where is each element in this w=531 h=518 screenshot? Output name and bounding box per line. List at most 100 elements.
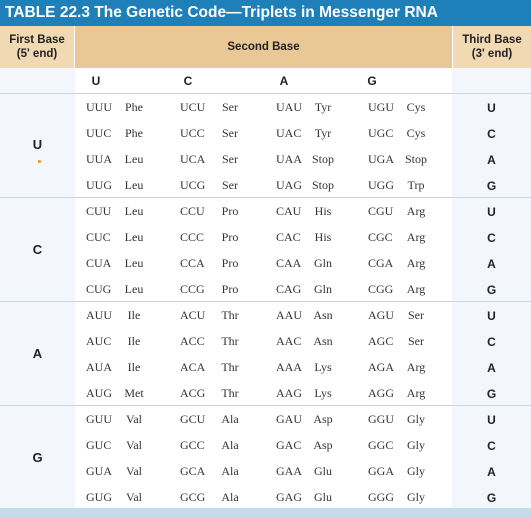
group-divider xyxy=(0,301,531,302)
amino-acid: His xyxy=(314,230,332,244)
amino-acid: Arg xyxy=(406,282,426,296)
third-base-header: Third Base (3' end) xyxy=(452,26,531,68)
third-base-u: U xyxy=(487,413,496,427)
codon: CUG xyxy=(86,282,112,296)
codon: GUG xyxy=(86,490,112,504)
codon: UCC xyxy=(180,126,205,140)
amino-acid: Asn xyxy=(313,308,333,322)
amino-acid: Ala xyxy=(221,412,239,426)
codon: GAG xyxy=(276,490,302,504)
third-base-u: U xyxy=(487,205,496,219)
group-divider xyxy=(0,93,531,94)
first-base-a: A xyxy=(32,346,43,361)
first-base-column xyxy=(0,68,75,508)
codon: GGG xyxy=(368,490,394,504)
amino-acid: Thr xyxy=(221,360,239,374)
amino-acid: Leu xyxy=(124,152,144,166)
second-base-g: G xyxy=(367,74,377,88)
codon: CCC xyxy=(180,230,205,244)
third-base-a: A xyxy=(487,465,496,479)
codon: CUU xyxy=(86,204,112,218)
codon: AAG xyxy=(276,386,302,400)
codon: GAA xyxy=(276,464,302,478)
codon: AAU xyxy=(276,308,302,322)
codon: GUU xyxy=(86,412,112,426)
amino-acid: Arg xyxy=(406,204,426,218)
amino-acid: Ser xyxy=(222,178,238,192)
amino-acid: Tyr xyxy=(314,126,332,140)
table-title: TABLE 22.3 The Genetic Code—Triplets in … xyxy=(0,0,531,26)
codon: GAC xyxy=(276,438,302,452)
amino-acid: Gly xyxy=(407,490,425,504)
second-base-header: Second Base xyxy=(75,26,452,68)
codon: CAA xyxy=(276,256,302,270)
amino-acid: Ile xyxy=(127,360,141,374)
first-base-header-label: First Base xyxy=(9,34,65,46)
second-base-row xyxy=(75,68,452,94)
codon: ACG xyxy=(180,386,206,400)
codon: UUA xyxy=(86,152,112,166)
codon: UUC xyxy=(86,126,112,140)
amino-acid: Pro xyxy=(221,204,239,218)
codon: GCU xyxy=(180,412,206,426)
codon: CCA xyxy=(180,256,205,270)
first-base-header-sub: (5' end) xyxy=(16,48,58,60)
third-base-u: U xyxy=(487,101,496,115)
codon: AUU xyxy=(86,308,112,322)
amino-acid: Val xyxy=(126,438,142,452)
codon: AGU xyxy=(368,308,394,322)
codon: UUG xyxy=(86,178,112,192)
amino-acid: Asp xyxy=(313,412,333,426)
amino-acid: Stop xyxy=(404,152,428,166)
third-base-g: G xyxy=(486,283,497,297)
amino-acid: Cys xyxy=(406,126,426,140)
bottom-bar xyxy=(0,508,531,518)
amino-acid: His xyxy=(314,204,332,218)
third-base-header-label: Third Base xyxy=(462,34,522,46)
amino-acid: Leu xyxy=(124,204,144,218)
third-base-u: U xyxy=(487,309,496,323)
amino-acid: Val xyxy=(126,412,142,426)
amino-acid: Pro xyxy=(221,230,239,244)
codon: UGU xyxy=(368,100,394,114)
amino-acid: Lys xyxy=(314,360,332,374)
codon: GUA xyxy=(86,464,112,478)
third-base-c: C xyxy=(487,439,496,453)
marker-dot xyxy=(38,160,41,163)
codon: UAA xyxy=(276,152,302,166)
amino-acid: Leu xyxy=(124,178,144,192)
amino-acid: Ala xyxy=(221,438,239,452)
codon: CGU xyxy=(368,204,394,218)
codon: AUC xyxy=(86,334,112,348)
amino-acid: Tyr xyxy=(314,100,332,114)
codon: CCG xyxy=(180,282,205,296)
amino-acid: Trp xyxy=(407,178,425,192)
third-base-c: C xyxy=(487,231,496,245)
third-base-g: G xyxy=(486,179,497,193)
amino-acid: Gly xyxy=(407,438,425,452)
codon: UAG xyxy=(276,178,302,192)
codon: GAU xyxy=(276,412,302,426)
amino-acid: Gln xyxy=(314,282,332,296)
codon: CGA xyxy=(368,256,394,270)
codon: GGU xyxy=(368,412,394,426)
group-divider xyxy=(0,405,531,406)
second-base-header-label: Second Base xyxy=(227,41,300,53)
amino-acid: Val xyxy=(126,490,142,504)
amino-acid: Ile xyxy=(127,308,141,322)
amino-acid: Ala xyxy=(221,464,239,478)
codon: UAU xyxy=(276,100,302,114)
amino-acid: Thr xyxy=(221,308,239,322)
codon: AGG xyxy=(368,386,394,400)
codon: AGC xyxy=(368,334,394,348)
codon: AAA xyxy=(276,360,302,374)
first-base-c: C xyxy=(32,242,43,257)
codon: UGC xyxy=(368,126,394,140)
amino-acid: Lys xyxy=(314,386,332,400)
codon: AUG xyxy=(86,386,112,400)
amino-acid: Glu xyxy=(314,490,332,504)
codon: GUC xyxy=(86,438,112,452)
second-base-u: U xyxy=(91,74,101,88)
amino-acid: Ile xyxy=(127,334,141,348)
